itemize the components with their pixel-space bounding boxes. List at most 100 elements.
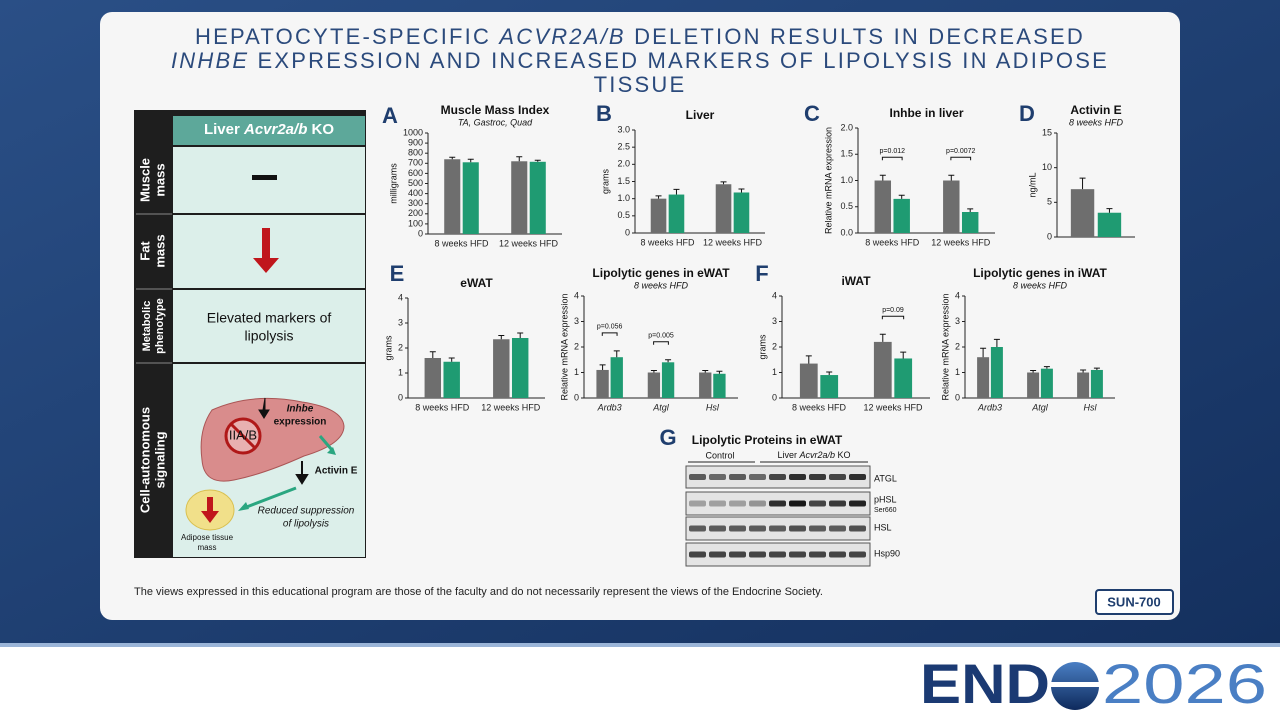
error-bar (1030, 369, 1037, 373)
error-bar (702, 369, 709, 373)
error-bar (716, 370, 723, 374)
error-bar (448, 357, 455, 362)
y-tick-label: 3.0 (617, 124, 630, 134)
blot-band (769, 525, 786, 532)
bar (713, 373, 726, 398)
cell-text: lipolysis (244, 328, 293, 344)
y-axis-label: milligrams (388, 163, 398, 204)
y-tick-label: 1.5 (617, 176, 630, 186)
poster-id: SUN-700 (1107, 594, 1160, 609)
error-bar (498, 335, 505, 340)
diagram-label: Inhbe (287, 404, 314, 415)
x-tick-label: 8 weeks HFD (792, 402, 847, 412)
blot-band (849, 474, 866, 480)
p-value: p=0.005 (648, 333, 674, 340)
panel-letter: E (390, 261, 405, 286)
arrow (318, 435, 334, 451)
panel-letter: C (804, 101, 820, 126)
bar (1090, 369, 1103, 398)
group-label: Control (705, 450, 734, 460)
error-bar (599, 364, 606, 370)
significance-bracket (601, 332, 618, 336)
blot-band (829, 500, 846, 507)
blot-band (729, 474, 746, 480)
panel-letter: D (1019, 101, 1035, 126)
bar (443, 361, 460, 398)
blot-band (769, 474, 786, 480)
y-tick-label: 15 (1042, 127, 1052, 137)
blot-band (809, 500, 826, 507)
bar (799, 363, 818, 398)
error-bar (1043, 366, 1050, 369)
y-tick-label: 3 (772, 316, 777, 326)
y-tick-label: 200 (408, 208, 423, 218)
y-tick-label: 1 (398, 367, 403, 377)
blot-band (789, 474, 806, 480)
y-tick-label: 2 (398, 342, 403, 352)
bar (820, 375, 839, 398)
blot-band (709, 525, 726, 532)
logo-stripe (1051, 682, 1099, 687)
blot-label: Ser660 (874, 507, 897, 514)
x-tick-label: 8 weeks HFD (415, 402, 470, 412)
title-line: TISSUE (594, 72, 687, 97)
blot-band (829, 551, 846, 558)
panel-letter: B (596, 101, 612, 126)
diagram-label: of lipolysis (283, 519, 329, 530)
y-tick-label: 1 (574, 367, 579, 377)
down-arrow (253, 228, 279, 273)
blot-band (709, 551, 726, 558)
poster-id-box (1095, 589, 1174, 615)
y-tick-label: 2 (772, 341, 777, 351)
y-tick-label: 2.5 (617, 142, 630, 152)
down-arrow (201, 497, 219, 523)
y-tick-label: 0 (955, 392, 960, 402)
bar (647, 372, 661, 398)
x-tick-label: Atgl (1031, 402, 1049, 412)
error-bar (898, 194, 905, 199)
y-axis-label: Relative mRNA expression (559, 293, 569, 400)
row-label: mass (152, 234, 167, 267)
no-change-dash (252, 175, 277, 180)
y-tick-label: 2 (574, 341, 579, 351)
title-line: INHBE EXPRESSION AND INCREASED MARKERS O… (171, 48, 1109, 73)
bar (699, 372, 712, 398)
receptor-slash (229, 422, 257, 450)
bar (1027, 372, 1040, 398)
x-tick-label: 12 weeks HFD (703, 237, 763, 247)
blot-band (769, 500, 786, 507)
error-bar (948, 174, 955, 181)
bar (873, 341, 892, 398)
blot-label: HSL (874, 522, 892, 532)
chart-title: Lipolytic genes in iWAT (973, 266, 1107, 280)
row-label: signaling (152, 431, 167, 488)
blot-label: Hsp90 (874, 548, 900, 558)
error-bar (534, 159, 541, 162)
p-value: p=0.012 (880, 148, 906, 155)
significance-bracket (653, 341, 669, 345)
x-tick-label: Hsl (706, 402, 720, 412)
error-bar (900, 351, 907, 359)
blot-band (809, 474, 826, 480)
blot-band (849, 525, 866, 532)
error-bar (993, 338, 1000, 347)
y-tick-label: 0 (398, 392, 403, 402)
error-bar (429, 351, 436, 358)
y-tick-label: 0 (574, 392, 579, 402)
diagram-label: mass (197, 543, 216, 552)
y-axis-label: Relative mRNA expression (823, 127, 833, 234)
y-tick-label: 10 (1042, 162, 1052, 172)
blot-band (749, 474, 766, 480)
blot-band (849, 551, 866, 558)
bar (1077, 372, 1090, 398)
x-tick-label: 12 weeks HFD (481, 402, 541, 412)
blot-band (749, 551, 766, 558)
blot-band (829, 474, 846, 480)
arrow (243, 486, 297, 510)
poster-card (100, 12, 1180, 620)
error-bar (449, 156, 456, 160)
error-bar (1093, 367, 1100, 370)
x-tick-label: Ardb3 (977, 402, 1002, 412)
blot-band (789, 525, 806, 532)
bar (610, 357, 623, 398)
